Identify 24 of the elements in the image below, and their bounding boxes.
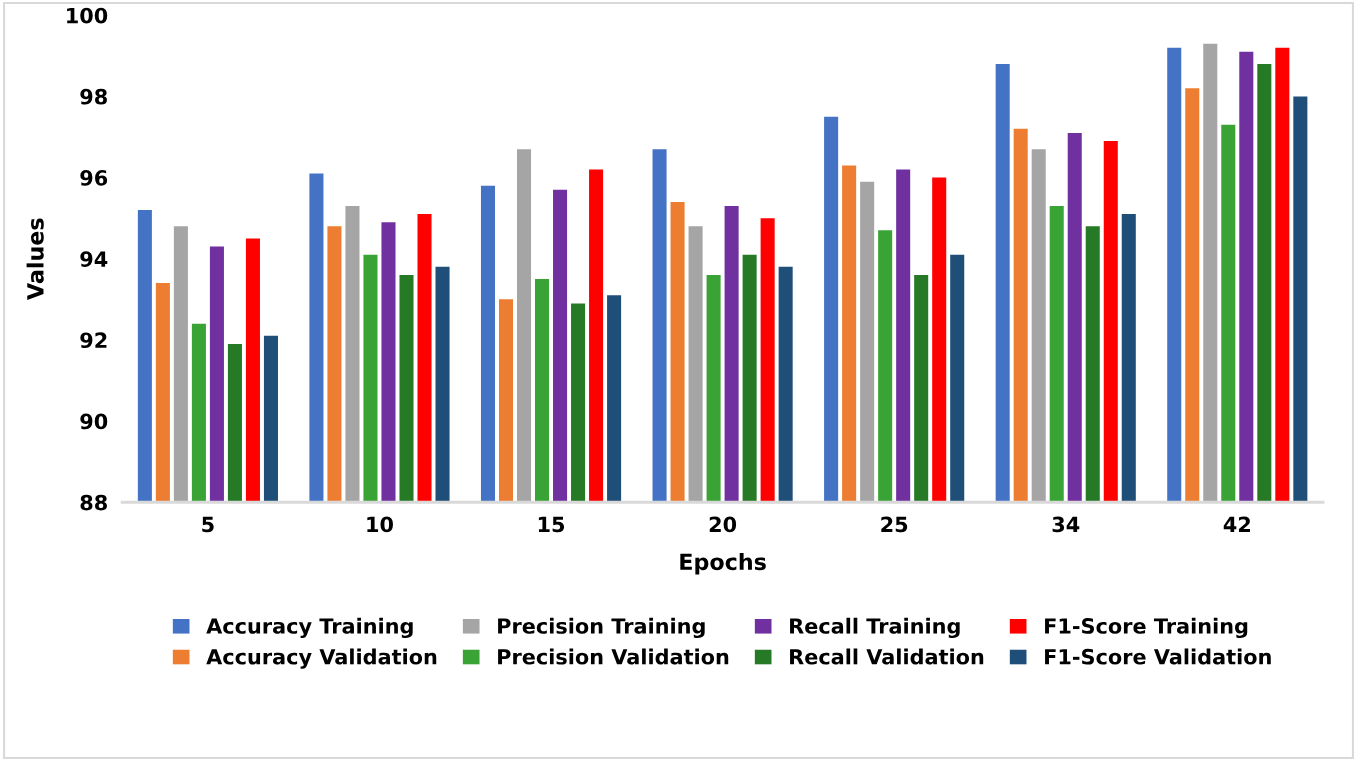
legend-label: Recall Training — [790, 617, 960, 639]
x-tick-label: 10 — [367, 516, 393, 533]
legend-label: Precision Training — [498, 617, 705, 639]
legend-label: Recall Validation — [790, 648, 984, 665]
legend-label: F1-Score Validation — [1045, 648, 1271, 665]
x-tick-label: 25 — [881, 516, 908, 533]
legend-label: Accuracy Validation — [206, 648, 437, 669]
y-tick-label: 96 — [80, 170, 108, 186]
y-tick-label: 88 — [80, 494, 107, 511]
x-tick-label: 5 — [202, 516, 214, 533]
x-tick-label: 34 — [1052, 516, 1080, 533]
x-axis-title: Epochs — [680, 552, 766, 575]
legend-label: Precision Validation — [498, 648, 729, 665]
y-tick-label: 90 — [80, 413, 108, 430]
x-tick-label: 15 — [538, 516, 565, 533]
y-tick-label: 92 — [80, 332, 107, 349]
x-tick-label: 20 — [709, 516, 737, 533]
legend-label: Accuracy Training — [206, 617, 413, 639]
y-axis-title: Values — [26, 218, 44, 300]
y-tick-label: 94 — [80, 251, 108, 267]
y-tick-label: 100 — [67, 7, 108, 24]
x-tick-label: 42 — [1223, 516, 1250, 532]
y-tick-label: 98 — [80, 88, 107, 105]
legend-label: F1-Score Training — [1045, 617, 1248, 639]
